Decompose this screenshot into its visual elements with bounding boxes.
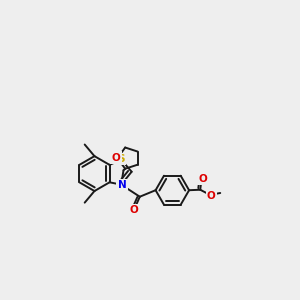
Text: O: O bbox=[112, 153, 120, 163]
Text: O: O bbox=[129, 205, 138, 215]
Text: O: O bbox=[207, 191, 215, 202]
Text: O: O bbox=[198, 174, 207, 184]
Text: S: S bbox=[117, 154, 125, 164]
Text: N: N bbox=[118, 180, 127, 190]
